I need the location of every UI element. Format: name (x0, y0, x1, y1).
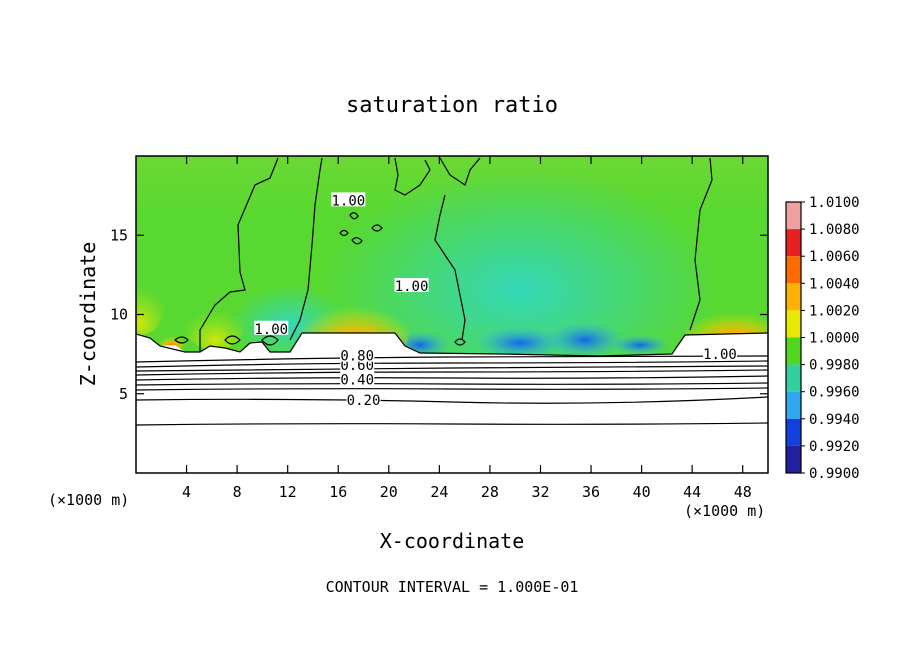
x-tick-label: 28 (481, 483, 499, 501)
contour-interval-note: CONTOUR INTERVAL = 1.000E-01 (326, 578, 579, 596)
x-tick-label: 16 (329, 483, 347, 501)
colorbar-swatch (786, 283, 801, 311)
colorbar-swatch (786, 445, 801, 473)
colorbar-label: 1.0060 (809, 249, 860, 265)
field-blue-patch-3 (545, 322, 625, 358)
x-tick-label: 24 (430, 483, 448, 501)
contour-label-bg (702, 346, 737, 361)
y-tick-label: 10 (110, 306, 128, 324)
contour-label: 0.60 (340, 358, 374, 374)
contour-label: 0.40 (340, 372, 374, 388)
contour-label-bg (340, 371, 375, 386)
x-tick-label: 4 (182, 483, 191, 501)
y-tick-label: 5 (119, 385, 128, 403)
colorbar: 1.0100 1.0080 1.0060 1.0040 1.0020 1.0000 0.99… (785, 195, 860, 482)
colorbar-label: 1.0000 (809, 331, 860, 347)
contour-label: 0.20 (347, 393, 381, 409)
x-unit-right: (×1000 m) (684, 502, 765, 520)
colorbar-label: 0.9940 (809, 412, 860, 428)
contour-label-bg (331, 192, 366, 207)
x-axis-ticks: 4 8 12 16 20 24 28 32 36 40 44 48 (182, 156, 752, 501)
colorbar-swatch (786, 364, 801, 392)
field-yellow-left-edge (136, 275, 165, 335)
field-blue-patch-4 (610, 335, 670, 355)
colorbar-swatch (786, 337, 801, 365)
colorbar-swatch (786, 391, 801, 419)
field-blue-patch-2 (475, 327, 565, 359)
contour-label: 1.00 (331, 193, 365, 209)
terrain-white (136, 333, 768, 473)
colorbar-swatch (786, 418, 801, 446)
chart-title: saturation ratio (346, 93, 558, 118)
colorbar-swatch (786, 256, 801, 284)
colorbar-label: 0.9920 (809, 439, 860, 455)
contour-label: 1.00 (703, 347, 737, 363)
colorbar-label: 1.0020 (809, 303, 860, 319)
plot-field (136, 156, 768, 473)
x-tick-label: 20 (380, 483, 398, 501)
colorbar-label: 0.9980 (809, 358, 860, 374)
y-axis-ticks: 5 10 15 (110, 226, 768, 403)
colorbar-swatch (786, 310, 801, 338)
contour-label-bg (394, 277, 429, 292)
x-tick-label: 32 (531, 483, 549, 501)
contour-label-bg (254, 320, 289, 335)
colorbar-label: 0.9900 (809, 466, 860, 482)
x-unit-left: (×1000 m) (48, 491, 129, 509)
colorbar-label: 0.9960 (809, 385, 860, 401)
colorbar-label: 1.0100 (809, 195, 860, 211)
colorbar-swatch (786, 229, 801, 257)
contour-label-bg (346, 392, 381, 407)
x-tick-label: 8 (233, 483, 242, 501)
x-tick-label: 40 (633, 483, 651, 501)
y-tick-label: 15 (110, 226, 128, 244)
contour-label: 0.80 (340, 349, 374, 365)
x-tick-label: 36 (582, 483, 600, 501)
colorbar-label: 1.0080 (809, 222, 860, 238)
x-tick-label: 12 (279, 483, 297, 501)
y-axis-label: Z-coordinate (76, 242, 100, 387)
contour-label: 1.00 (395, 279, 429, 295)
colorbar-swatch (786, 202, 801, 230)
x-tick-label: 44 (683, 483, 701, 501)
x-axis-label: X-coordinate (380, 529, 525, 553)
contour-label-bg (340, 347, 375, 362)
contour-label: 1.00 (254, 322, 288, 338)
x-tick-label: 48 (734, 483, 752, 501)
contour-lines (136, 157, 768, 426)
colorbar-label: 1.0040 (809, 276, 860, 292)
contour-labels: 0.20 0.400.600.80 1.00 1.00 1.00 1.00 (254, 192, 737, 409)
